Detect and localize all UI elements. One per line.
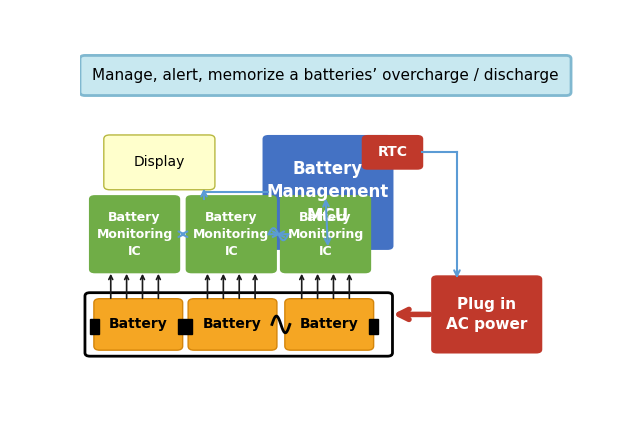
FancyBboxPatch shape bbox=[80, 56, 571, 95]
Text: Battery: Battery bbox=[300, 317, 358, 332]
Text: Battery
Management
MCU: Battery Management MCU bbox=[267, 160, 389, 225]
Bar bbox=[90, 319, 99, 335]
FancyBboxPatch shape bbox=[104, 135, 215, 190]
Text: Battery: Battery bbox=[109, 317, 168, 332]
Text: Battery: Battery bbox=[203, 317, 262, 332]
FancyBboxPatch shape bbox=[262, 135, 394, 250]
FancyBboxPatch shape bbox=[431, 275, 542, 354]
FancyBboxPatch shape bbox=[280, 195, 371, 273]
FancyBboxPatch shape bbox=[89, 195, 180, 273]
Bar bbox=[178, 319, 192, 335]
Text: Battery
Monitoring
IC: Battery Monitoring IC bbox=[97, 211, 173, 258]
FancyBboxPatch shape bbox=[285, 299, 374, 350]
Text: Display: Display bbox=[134, 155, 185, 169]
FancyBboxPatch shape bbox=[85, 293, 392, 356]
FancyBboxPatch shape bbox=[362, 135, 423, 170]
Text: Plug in
AC power: Plug in AC power bbox=[446, 297, 527, 332]
FancyBboxPatch shape bbox=[186, 195, 277, 273]
Text: Manage, alert, memorize a batteries’ overcharge / discharge: Manage, alert, memorize a batteries’ ove… bbox=[92, 68, 559, 83]
Text: Battery
Monitoring
IC: Battery Monitoring IC bbox=[193, 211, 269, 258]
Bar bbox=[369, 319, 378, 335]
FancyBboxPatch shape bbox=[188, 299, 277, 350]
Text: Battery
Monitoring
IC: Battery Monitoring IC bbox=[287, 211, 364, 258]
Text: RTC: RTC bbox=[378, 145, 408, 159]
FancyBboxPatch shape bbox=[94, 299, 182, 350]
